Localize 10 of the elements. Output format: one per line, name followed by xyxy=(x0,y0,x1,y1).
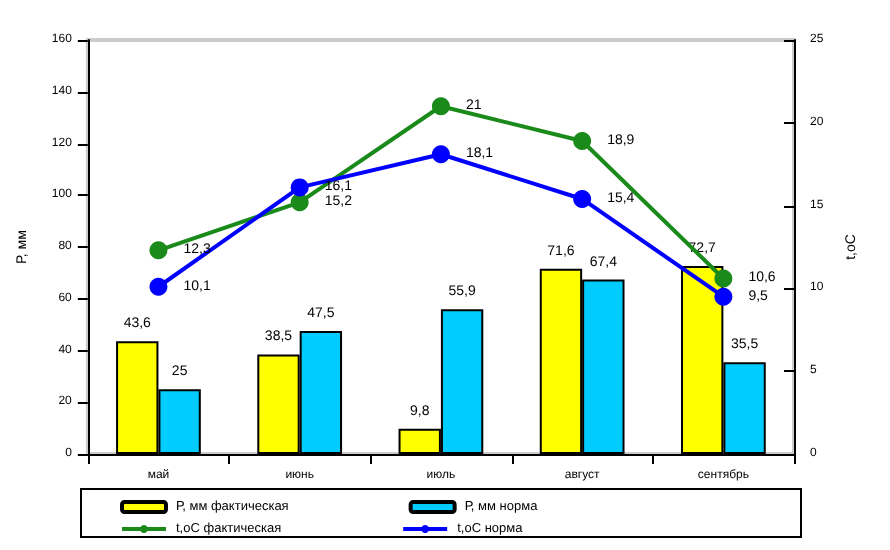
point xyxy=(431,145,450,164)
point xyxy=(573,189,592,208)
point xyxy=(149,277,168,296)
point xyxy=(431,97,450,116)
point xyxy=(573,132,592,151)
point xyxy=(290,193,309,212)
point xyxy=(714,269,733,288)
point xyxy=(714,287,733,306)
point xyxy=(290,178,309,197)
point xyxy=(149,241,168,260)
